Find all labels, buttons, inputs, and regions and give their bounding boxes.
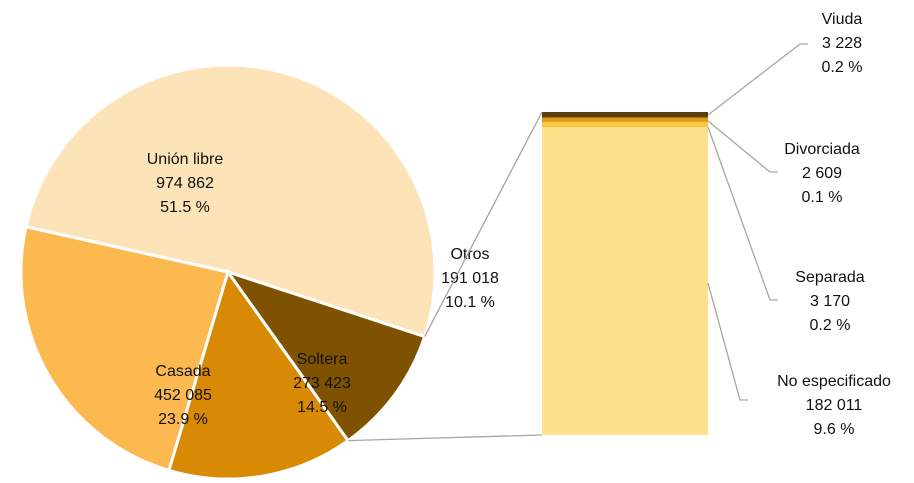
bar-segment xyxy=(542,121,708,128)
slice-label: Unión libre xyxy=(147,151,224,168)
leader-line xyxy=(707,120,778,173)
slice-percent: 23.9 % xyxy=(158,411,208,428)
slice-label: Otros xyxy=(450,246,489,263)
bar-percent: 0.2 % xyxy=(810,317,851,334)
bar-label: Separada xyxy=(795,269,864,286)
slice-percent: 10.1 % xyxy=(445,294,495,311)
bar-segment xyxy=(542,117,708,122)
pie-slice xyxy=(24,63,437,339)
slice-value: 191 018 xyxy=(441,270,499,287)
bar-segment xyxy=(542,127,708,436)
pie-slice xyxy=(167,268,351,481)
connector xyxy=(348,434,543,442)
bar-value: 3 228 xyxy=(822,35,862,52)
bar-percent: 9.6 % xyxy=(814,421,855,438)
bar-segment xyxy=(542,112,708,118)
slice-value: 974 862 xyxy=(156,175,214,192)
leader-line xyxy=(707,43,808,116)
bar-percent: 0.1 % xyxy=(802,189,843,206)
slice-value: 273 423 xyxy=(293,375,351,392)
bar-value: 182 011 xyxy=(806,397,863,414)
connector xyxy=(424,111,543,337)
pie-slice xyxy=(224,269,427,443)
bar-label: Divorciada xyxy=(784,141,860,158)
slice-percent: 51.5 % xyxy=(160,199,210,216)
slice-percent: 14.5 % xyxy=(297,399,347,416)
bar-value: 2 609 xyxy=(802,165,842,182)
leader-line xyxy=(707,126,778,301)
slice-value: 452 085 xyxy=(154,387,212,404)
bar-value: 3 170 xyxy=(810,293,850,310)
bar-label: No especificado xyxy=(777,373,891,390)
bar-percent: 0.2 % xyxy=(822,59,863,76)
slice-label: Soltera xyxy=(297,351,348,368)
pie-slice xyxy=(19,224,230,473)
leader-line xyxy=(707,282,748,401)
slice-label: Casada xyxy=(155,363,210,380)
bar-label: Viuda xyxy=(822,11,863,28)
